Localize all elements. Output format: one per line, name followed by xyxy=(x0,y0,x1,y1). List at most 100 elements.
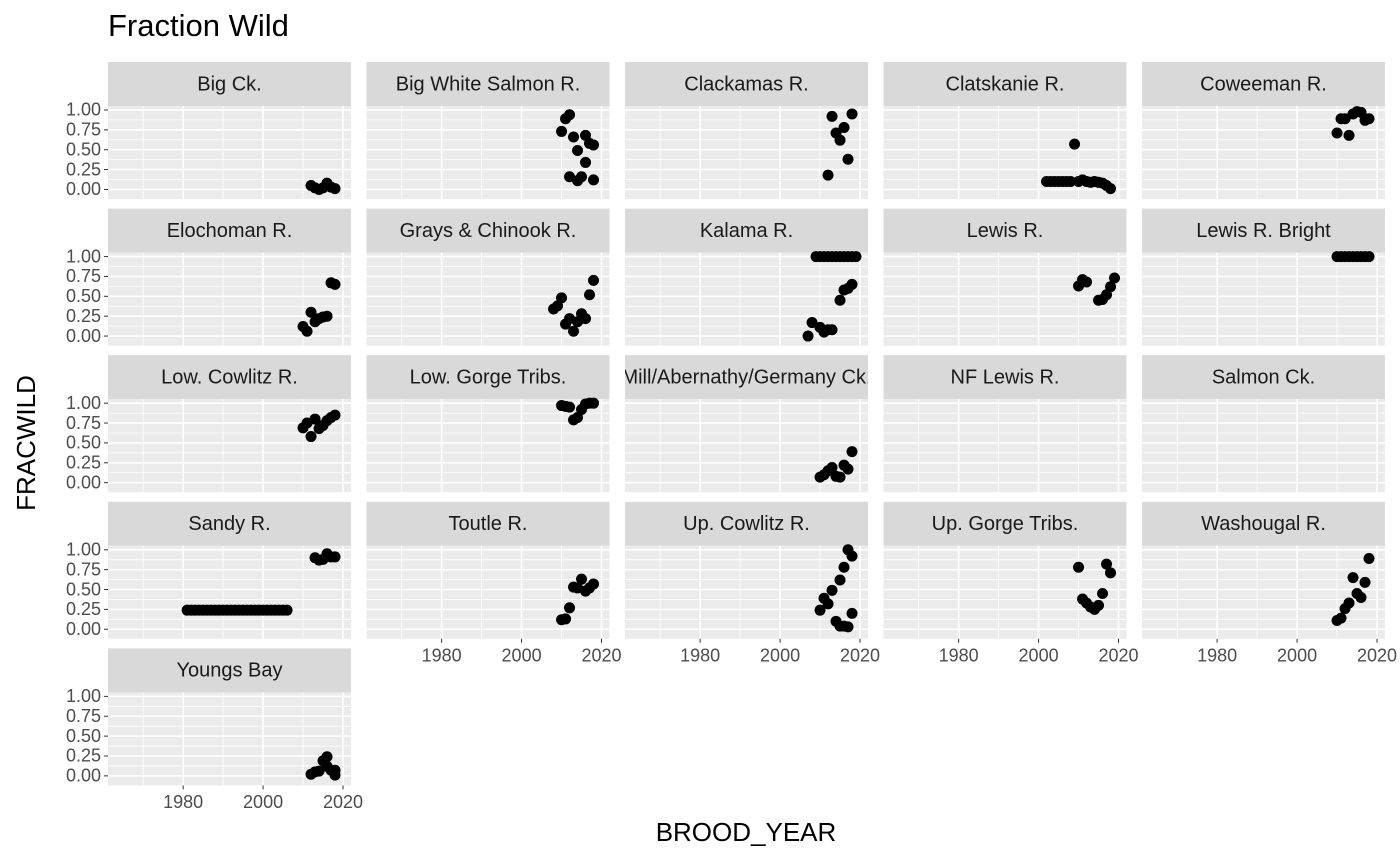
strip-background xyxy=(366,208,610,253)
point xyxy=(1081,276,1093,288)
point xyxy=(576,573,588,585)
strip-background xyxy=(366,501,610,546)
point xyxy=(564,602,576,614)
panel-background xyxy=(883,399,1127,493)
point xyxy=(588,139,600,151)
point xyxy=(834,471,846,483)
chart-title: Fraction Wild xyxy=(108,8,289,43)
panel-background xyxy=(1142,545,1385,639)
x-tick-label: 2020 xyxy=(323,792,363,812)
point xyxy=(846,108,858,120)
point xyxy=(1105,567,1117,579)
strip-label: Clatskanie R. xyxy=(946,73,1065,95)
y-tick-label: 0.75 xyxy=(66,706,101,726)
point xyxy=(1359,576,1371,588)
y-tick-label: 0.00 xyxy=(66,179,101,199)
point xyxy=(321,751,333,763)
x-axis-title: BROOD_YEAR xyxy=(656,817,837,847)
strip-label: Sandy R. xyxy=(188,513,270,535)
strip-label: Grays & Chinook R. xyxy=(400,220,577,242)
point xyxy=(576,171,588,183)
point xyxy=(564,109,576,121)
y-tick-label: 1.00 xyxy=(66,393,101,413)
x-tick-label: 2000 xyxy=(1277,646,1317,666)
strip-label: Up. Gorge Tribs. xyxy=(932,513,1079,535)
x-tick-label: 1980 xyxy=(1197,646,1237,666)
x-tick-label: 2020 xyxy=(1098,646,1138,666)
point xyxy=(838,121,850,133)
point xyxy=(814,604,826,616)
point xyxy=(842,463,854,475)
strip-label: Lewis R. xyxy=(967,220,1044,242)
strip-label: Mill/Abernathy/Germany Ck. xyxy=(621,366,871,388)
y-tick-label: 0.75 xyxy=(66,559,101,579)
point xyxy=(556,292,568,304)
x-tick-label: 2000 xyxy=(760,646,800,666)
point xyxy=(822,598,834,610)
point xyxy=(834,134,846,146)
point xyxy=(1101,558,1113,570)
strip-label: Elochoman R. xyxy=(167,220,293,242)
x-tick-label: 2020 xyxy=(840,646,880,666)
point xyxy=(1069,138,1081,150)
x-tick-label: 2020 xyxy=(581,646,621,666)
point xyxy=(1109,272,1121,284)
strip-label: Up. Cowlitz R. xyxy=(683,513,810,535)
y-tick-label: 0.75 xyxy=(66,413,101,433)
point xyxy=(1355,591,1367,603)
point xyxy=(305,306,317,318)
strip-label: Lewis R. Bright xyxy=(1196,220,1331,242)
point xyxy=(1339,113,1351,125)
point xyxy=(1331,127,1343,139)
point xyxy=(1363,553,1375,565)
strip-label: Washougal R. xyxy=(1201,513,1326,535)
point xyxy=(329,183,341,195)
y-tick-label: 0.75 xyxy=(66,120,101,140)
strip-background xyxy=(883,501,1127,546)
strip-label: Kalama R. xyxy=(700,220,793,242)
y-tick-label: 0.50 xyxy=(66,726,101,746)
x-tick-label: 2020 xyxy=(1357,646,1397,666)
y-tick-label: 0.25 xyxy=(66,453,101,473)
strip-background xyxy=(1142,208,1385,253)
point xyxy=(281,604,293,616)
y-tick-label: 0.00 xyxy=(66,766,101,786)
point xyxy=(588,174,600,186)
point xyxy=(826,324,838,336)
x-tick-label: 1980 xyxy=(163,792,203,812)
y-tick-label: 0.25 xyxy=(66,306,101,326)
y-tick-label: 1.00 xyxy=(66,100,101,120)
point xyxy=(834,294,846,306)
point xyxy=(572,145,584,157)
panel-background xyxy=(1142,252,1385,346)
y-tick-label: 0.00 xyxy=(66,326,101,346)
point xyxy=(1343,129,1355,141)
strip-background xyxy=(883,62,1127,106)
point xyxy=(588,578,600,590)
point xyxy=(1363,113,1375,125)
y-tick-label: 0.25 xyxy=(66,599,101,619)
point xyxy=(556,125,568,137)
x-tick-label: 2000 xyxy=(502,646,542,666)
strip-label: Low. Gorge Tribs. xyxy=(410,366,567,388)
point xyxy=(842,153,854,165)
point xyxy=(1335,612,1347,624)
panel-background xyxy=(1142,399,1385,493)
strip-label: Salmon Ck. xyxy=(1212,366,1315,388)
panel-background xyxy=(108,545,351,639)
point xyxy=(850,251,862,263)
strip-background xyxy=(108,501,351,546)
panel-background xyxy=(366,545,610,639)
point xyxy=(846,446,858,458)
strip-label: Clackamas R. xyxy=(684,73,808,95)
point xyxy=(826,110,838,122)
point xyxy=(846,550,858,562)
point xyxy=(329,551,341,563)
point xyxy=(806,317,818,329)
point xyxy=(588,397,600,409)
panel-background xyxy=(883,252,1127,346)
x-tick-label: 1980 xyxy=(422,646,462,666)
panel-background xyxy=(366,399,610,493)
point xyxy=(584,289,596,301)
